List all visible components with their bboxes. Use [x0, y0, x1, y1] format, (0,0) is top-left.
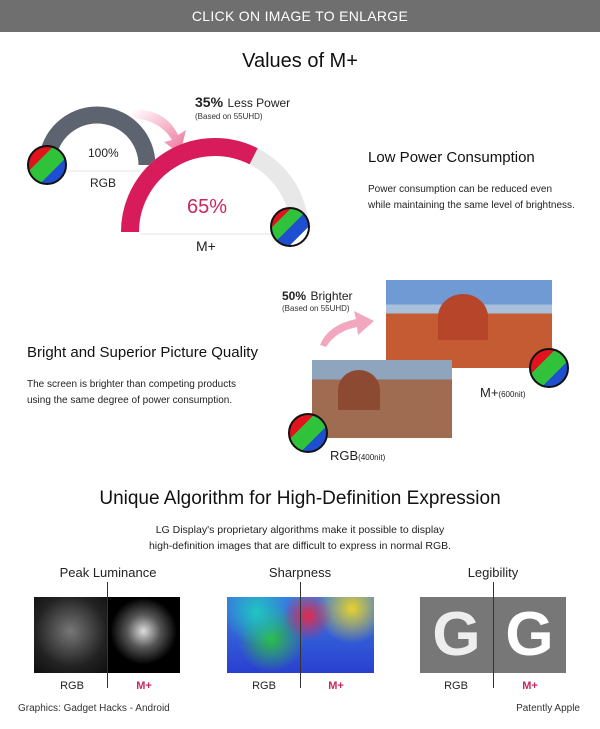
mplus-subpixel-icon: [270, 207, 310, 247]
brighter-pct: 50%: [282, 289, 307, 303]
picture-quality-body-line: using the same degree of power consumpti…: [27, 395, 233, 406]
picture-quality-body-line: The screen is brighter than competing pr…: [27, 379, 236, 390]
picture-quality-heading: Bright and Superior Picture Quality: [27, 344, 258, 361]
mplus-subpixel-icon: [529, 348, 569, 388]
legibility-title: Legibility: [467, 565, 519, 580]
mplus-power-label: M+: [196, 238, 216, 254]
banner-text: CLICK ON IMAGE TO ENLARGE: [191, 8, 409, 24]
mplus-nit: (600nit): [498, 390, 526, 399]
mplus-florence-photo[interactable]: [386, 280, 552, 368]
low-power-body-line: while maintaining the same level of brig…: [368, 200, 575, 211]
comparison-divider: [107, 582, 108, 688]
rgb-power-value: 100%: [88, 146, 119, 160]
rgb-nit: (400nit): [358, 453, 386, 462]
mplus-power-arc: [121, 138, 258, 233]
power-gauge-graphic: [38, 106, 309, 235]
peak-luminance-title: Peak Luminance: [59, 565, 157, 580]
peak-luminance-mplus-photo: [107, 597, 180, 673]
peak-luminance-mplus-label: M+: [136, 680, 152, 692]
algorithm-body-line: high-definition images that are difficul…: [148, 540, 452, 552]
enlarge-banner[interactable]: CLICK ON IMAGE TO ENLARGE: [0, 0, 600, 32]
less-power-pct: 35%: [195, 94, 224, 110]
less-power-note: (Based on 55UHD): [195, 112, 263, 121]
brighter-text: Brighter: [310, 289, 353, 303]
rgb-power-label: RGB: [90, 176, 117, 190]
rgb-florence-photo[interactable]: [312, 360, 452, 438]
legibility-rgb-glyph: G: [432, 600, 481, 669]
peak-luminance-rgb-label: RGB: [60, 680, 84, 692]
brighter-note: (Based on 55UHD): [282, 304, 350, 313]
legibility-mplus-label: M+: [522, 680, 538, 692]
algorithm-body-line: LG Display's proprietary algorithms make…: [155, 524, 445, 536]
rgb-power-arc: [38, 106, 156, 166]
less-power-text: Less Power: [227, 96, 291, 110]
page-title: Values of M+: [242, 50, 358, 72]
mplus-bright-label: M+: [480, 385, 499, 400]
sharpness-rgb-label: RGB: [252, 680, 276, 692]
legibility-rgb-label: RGB: [444, 680, 468, 692]
algorithm-title: Unique Algorithm for High-Definition Exp…: [99, 488, 501, 509]
sharpness-title: Sharpness: [268, 565, 332, 580]
rgb-subpixel-icon: [27, 145, 67, 185]
comparison-divider: [300, 582, 301, 688]
rgb-subpixel-icon: [288, 413, 328, 453]
mplus-power-value: 65%: [187, 196, 228, 218]
legibility-mplus-glyph: G: [505, 600, 554, 669]
sharpness-mplus-label: M+: [328, 680, 344, 692]
rgb-bright-label: RGB: [330, 448, 359, 463]
comparison-divider: [493, 582, 494, 688]
brighter-arrow-icon: [320, 311, 374, 347]
footer-credit: Graphics: Gadget Hacks - Android: [18, 703, 170, 714]
low-power-body-line: Power consumption can be reduced even: [368, 184, 553, 195]
footer-source: Patently Apple: [516, 703, 580, 714]
transition-arrow-icon: [132, 109, 186, 154]
low-power-heading: Low Power Consumption: [368, 149, 535, 166]
